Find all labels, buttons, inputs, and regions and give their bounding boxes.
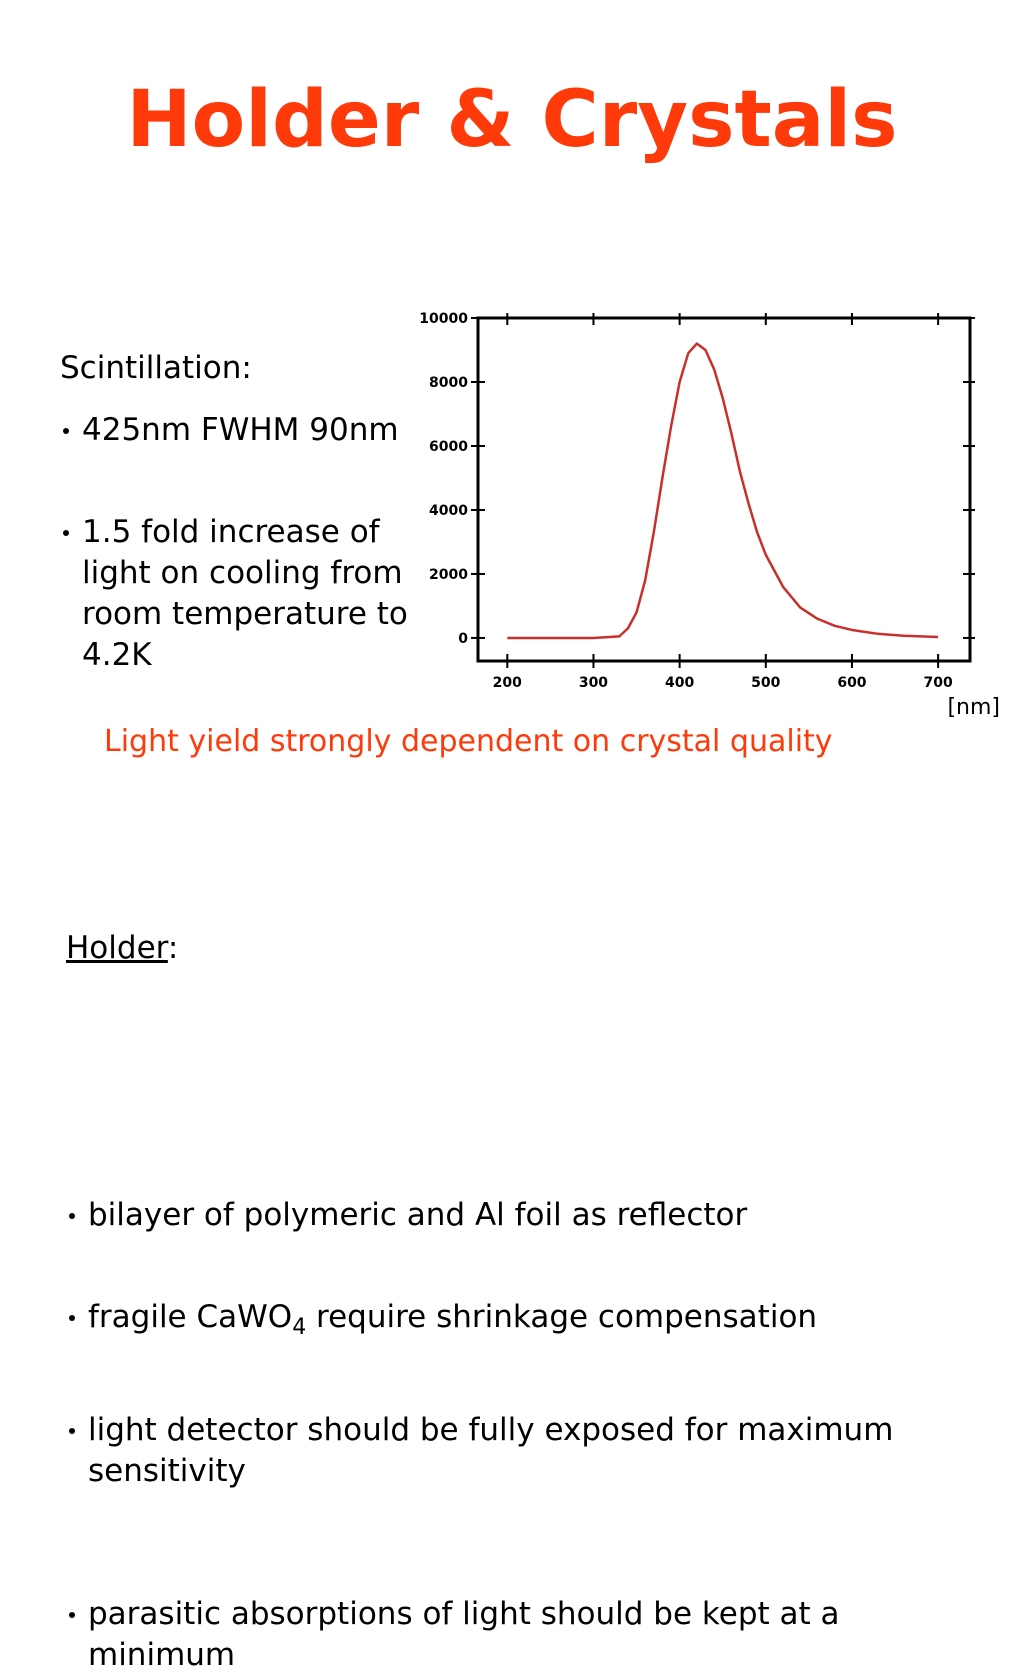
- item-text: 1.5 fold increase of light on cooling fr…: [82, 514, 408, 673]
- list-item: parasitic absorptions of light should be…: [66, 1594, 908, 1676]
- x-tick-label: 300: [579, 675, 608, 691]
- x-tick-label: 600: [837, 675, 866, 691]
- x-tick-label: 700: [924, 675, 953, 691]
- y-tick-label: 10000: [419, 311, 468, 327]
- y-tick-label: 6000: [429, 439, 468, 455]
- item-text: require shrinkage compensation: [306, 1299, 818, 1335]
- spectrum-line: [507, 342, 939, 640]
- item-text: bilayer of polymeric and Al foil as refl…: [88, 1197, 748, 1233]
- y-tick-label: 8000: [429, 375, 468, 391]
- scintillation-heading: Scintillation:: [60, 350, 252, 386]
- bullet: [69, 1428, 75, 1435]
- list-item: bilayer of polymeric and Al foil as refl…: [66, 1195, 988, 1236]
- x-tick-label: 200: [493, 675, 522, 691]
- y-tick-label: 0: [458, 631, 468, 647]
- bullet: [69, 1315, 75, 1321]
- list-item: 1.5 fold increase of light on cooling fr…: [60, 512, 427, 676]
- heading-text: Holder: [66, 930, 168, 966]
- item-text: light detector should be fully exposed f…: [88, 1412, 894, 1490]
- chart: 0 2000 4000 6000 8000 10000 200 300 400 500 600 700…: [419, 311, 1000, 720]
- holder-heading: Holder:: [66, 928, 178, 969]
- title: Holder & Crystals: [126, 75, 898, 165]
- list-item: light detector should be fully exposed f…: [66, 1410, 938, 1492]
- item-text: parasitic absorptions of light should be…: [88, 1596, 840, 1674]
- note: Light yield strongly dependent on crysta…: [104, 724, 833, 759]
- heading-colon: :: [167, 930, 179, 966]
- x-tick-label: 400: [665, 675, 694, 691]
- bullet: [69, 1213, 75, 1219]
- bullet: [63, 428, 69, 434]
- page: Holder & Crystals Scintillation: 425nm F…: [60, 75, 1000, 1674]
- list-item: fragile CaWO4 require shrinkage compensa…: [66, 1297, 988, 1348]
- subscript: 4: [292, 1315, 307, 1341]
- bullet: [63, 530, 69, 536]
- item-text: 425nm FWHM 90nm: [82, 412, 399, 448]
- bullet: [69, 1612, 75, 1619]
- plot-frame: [476, 316, 972, 663]
- y-tick-label: 2000: [429, 567, 468, 583]
- item-text: fragile CaWO: [88, 1299, 293, 1335]
- y-tick-label: 4000: [429, 503, 468, 519]
- x-axis-label: [nm]: [947, 695, 1000, 720]
- x-tick-label: 500: [751, 675, 780, 691]
- list-item: 425nm FWHM 90nm: [60, 410, 442, 451]
